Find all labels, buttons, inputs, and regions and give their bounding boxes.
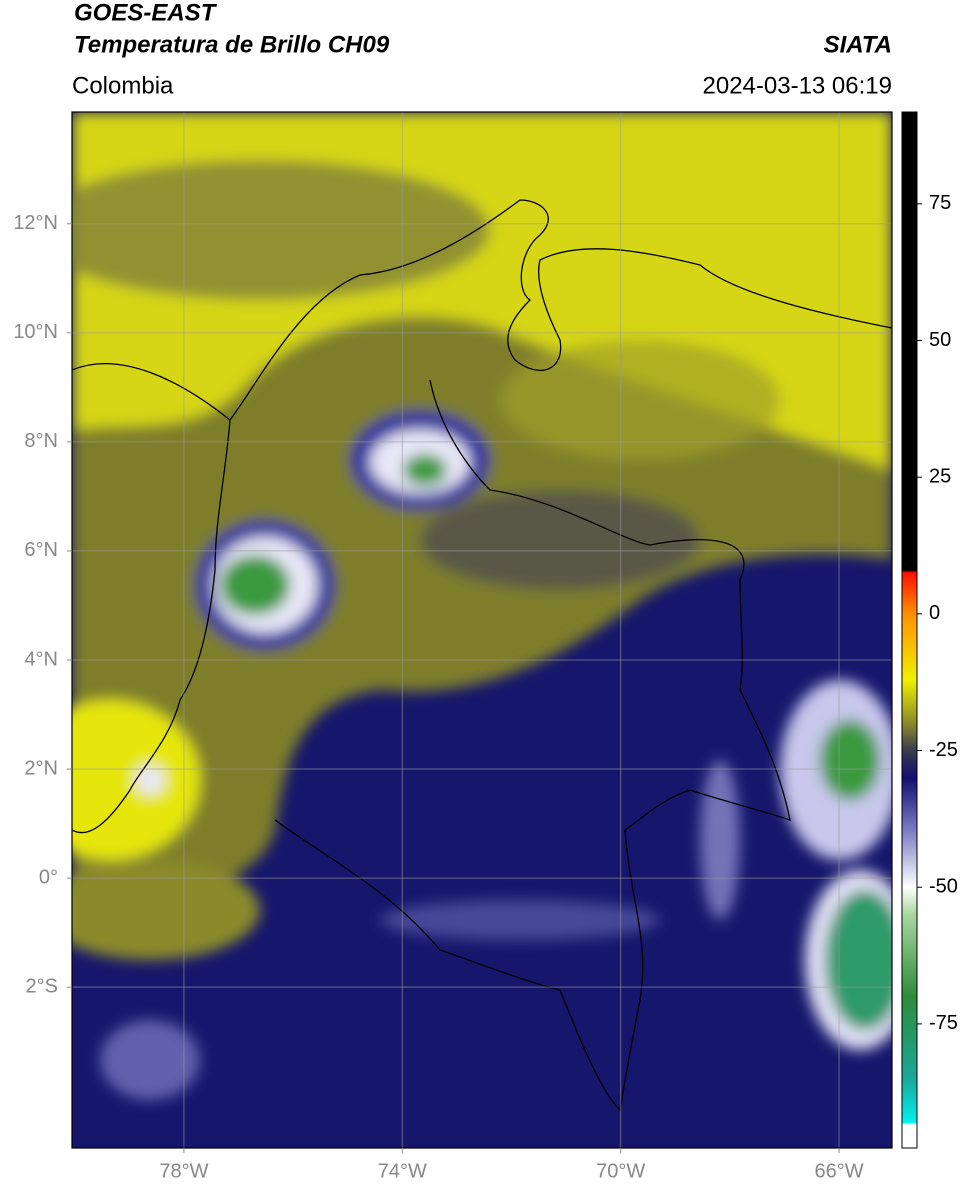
colorbar-tick-label: -50 (929, 876, 958, 898)
colorbar (901, 111, 918, 1149)
colorbar-tick-label: -25 (929, 739, 958, 761)
y-tick-label: 4°N (24, 648, 58, 670)
x-tick-label: 66°W (814, 1160, 863, 1182)
grid (72, 112, 892, 1148)
colorbar-tick-label: 25 (929, 465, 951, 487)
colorbar-tick-label: 75 (929, 192, 951, 214)
colorbar-tick-label: 0 (929, 602, 940, 624)
map-frame (71, 111, 893, 1149)
x-tick-label: 74°W (378, 1160, 427, 1182)
y-tick-label: 8°N (24, 430, 58, 452)
x-tick-label: 70°W (596, 1160, 645, 1182)
y-tick-label: 6°N (24, 539, 58, 561)
colorbar-tick-label: -75 (929, 1012, 958, 1034)
satellite-image (72, 112, 892, 1148)
title: GOES-EAST (74, 0, 218, 26)
y-tick-label: 0° (39, 866, 58, 888)
source: SIATA (824, 31, 892, 58)
y-tick-label: 2°S (26, 975, 58, 997)
y-tick-label: 2°N (24, 757, 58, 779)
y-tick-label: 12°N (13, 212, 58, 234)
y-tick-label: 10°N (13, 321, 58, 343)
region: Colombia (72, 72, 174, 99)
subtitle: Temperatura de Brillo CH09 (74, 31, 390, 58)
x-tick-label: 78°W (159, 1160, 208, 1182)
timestamp: 2024-03-13 06:19 (703, 72, 893, 99)
colorbar-tick-label: 50 (929, 329, 951, 351)
coastlines (72, 199, 892, 1112)
